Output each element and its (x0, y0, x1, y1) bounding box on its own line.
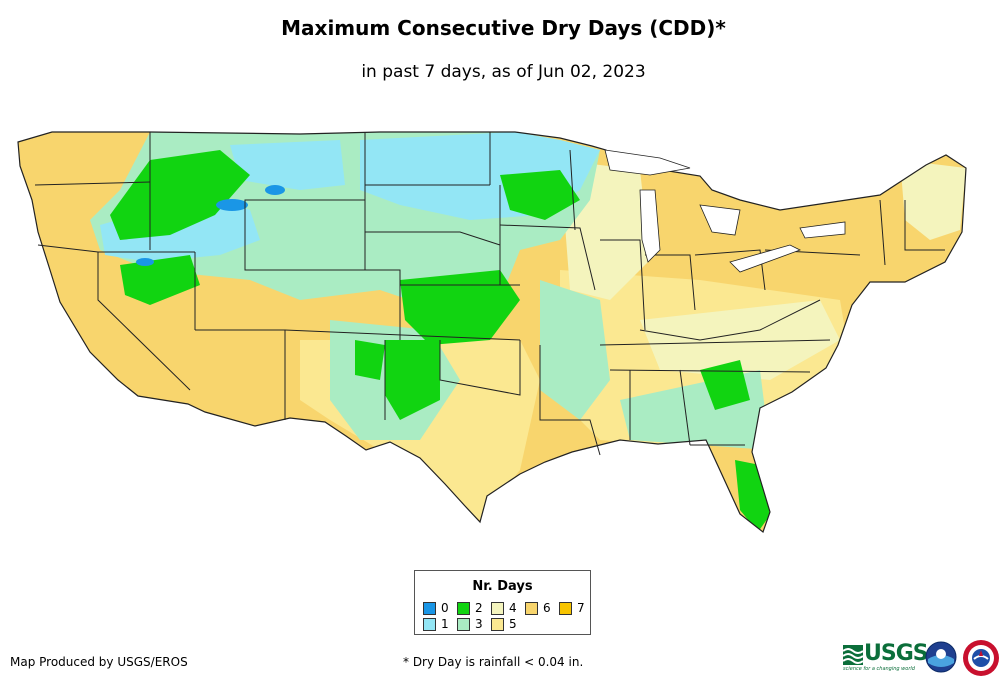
legend-item-3: 3 (457, 618, 483, 631)
lake-erie (729, 244, 802, 273)
lake-michigan (639, 189, 661, 263)
legend-swatch-6 (525, 602, 538, 615)
legend-swatch-1 (423, 618, 436, 631)
legend-swatch-2 (457, 602, 470, 615)
dry-day-footnote: * Dry Day is rainfall < 0.04 in. (403, 655, 584, 669)
region-oklahoma-fill (385, 340, 440, 420)
region-nm-green-fill (355, 340, 385, 380)
legend-title: Nr. Days (472, 579, 533, 594)
legend-swatch-4 (491, 602, 504, 615)
region-zero-day-fill (136, 258, 154, 266)
region-maine-fill (900, 160, 966, 240)
map-title: Maximum Consecutive Dry Days (CDD)* (281, 16, 726, 40)
lake-huron (699, 204, 741, 236)
region-mississippi-fill (540, 280, 610, 420)
legend-item-1: 1 (423, 618, 449, 631)
usgs-tagline: science for a changing world (843, 666, 915, 672)
legend-box: Nr. Days 0 1 2 3 4 5 6 7 (414, 570, 591, 635)
legend-item-6: 6 (525, 602, 551, 615)
region-nevada-green-fill (120, 255, 200, 305)
legend-swatch-3 (457, 618, 470, 631)
legend-item-0: 0 (423, 602, 449, 615)
nws-logo-icon (963, 640, 999, 676)
legend-swatch-7 (559, 602, 572, 615)
usgs-logo: USGS science for a changing world (842, 641, 929, 672)
legend-swatch-0 (423, 602, 436, 615)
usgs-wordmark: USGS (864, 641, 929, 666)
usgs-mark-icon (842, 645, 864, 665)
region-minnesota-fill (500, 170, 580, 220)
region-zero-day-fill (265, 185, 285, 195)
region-idaho-fill (110, 150, 250, 240)
legend-item-4: 4 (491, 602, 517, 615)
noaa-logo-icon (925, 641, 957, 673)
region-carolina-green-fill (700, 360, 750, 410)
region-appalachia-fill (640, 300, 840, 380)
region-zero-day-fill (216, 199, 248, 211)
map-credit: Map Produced by USGS/EROS (10, 655, 188, 669)
legend-item-2: 2 (457, 602, 483, 615)
map-subtitle: in past 7 days, as of Jun 02, 2023 (361, 62, 646, 82)
region-kansas-fill (400, 270, 520, 345)
great-lakes (604, 149, 846, 273)
legend-swatch-5 (491, 618, 504, 631)
lake-ontario (799, 221, 846, 239)
legend-item-5: 5 (491, 618, 517, 631)
lake-superior (604, 149, 691, 176)
legend-item-7: 7 (559, 602, 585, 615)
region-montana-fill (230, 140, 345, 190)
